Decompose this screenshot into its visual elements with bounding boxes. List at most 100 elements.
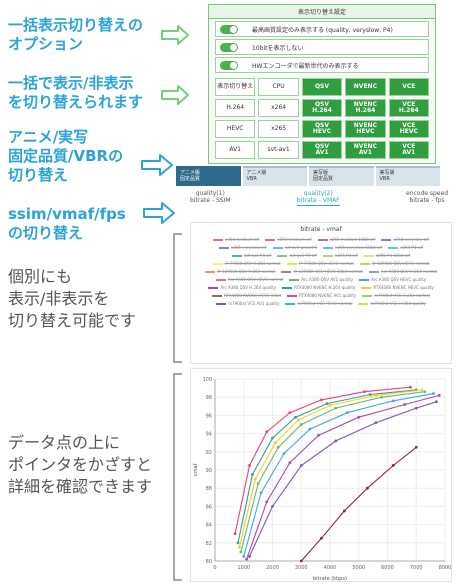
encoder-toggle-3-2[interactable]: QSV AV1 xyxy=(301,141,343,159)
legend-swatch xyxy=(212,262,223,265)
dataset-tabs: アニメ版 固定品質 アニメ版 VBR 実写版 固定品質 実写版 VBR xyxy=(176,166,440,186)
encoder-toggle-1-0[interactable]: H.264 xyxy=(215,99,256,117)
legend-swatch xyxy=(358,302,369,305)
tab-metric-0[interactable]: quality(1) bitrate - SSIM xyxy=(190,190,231,204)
legend-item[interactable]: Arc A380 QSV H.264 quality xyxy=(208,285,276,290)
encoder-toggle-0-4[interactable]: VCE xyxy=(388,78,429,96)
encoder-toggle-3-3[interactable]: NVENC AV1 xyxy=(345,141,386,159)
option-row[interactable]: HWエンコーダで最新世代のみ表示する xyxy=(215,57,429,73)
callout-individual: 個別にも 表示/非表示を 切り替え可能です xyxy=(8,267,137,330)
data-point xyxy=(299,464,303,467)
tab-metric-1[interactable]: quality(2) bitrate - VMAF xyxy=(296,190,340,206)
encoder-toggle-0-0[interactable]: 表示切り替え xyxy=(215,78,256,96)
legend-item[interactable]: x264 veryslow crf xyxy=(381,237,429,242)
encoder-toggle-3-1[interactable]: svt-av1 xyxy=(258,141,299,159)
data-point xyxy=(282,452,286,456)
encoder-toggle-0-1[interactable]: CPU xyxy=(258,78,299,96)
legend-item[interactable]: x265 veryslow 10bit crf xyxy=(323,245,382,250)
encoder-toggle-2-2[interactable]: QSV HEVC xyxy=(301,120,343,138)
data-point xyxy=(334,406,338,410)
tab-dataset-3[interactable]: 実写版 VBR xyxy=(375,166,440,186)
encoder-toggle-0-2[interactable]: QSV xyxy=(301,78,343,96)
tab-dataset-2[interactable]: 実写版 固定品質 xyxy=(309,166,374,186)
encoder-toggle-3-4[interactable]: VCE AV1 xyxy=(388,141,429,159)
legend-item[interactable]: rx7900xt VCE AV1 quality xyxy=(216,301,279,306)
data-point xyxy=(414,445,418,449)
data-point xyxy=(342,509,346,513)
tab-dataset-1[interactable]: アニメ版 VBR xyxy=(242,166,307,186)
metric-tabs: quality(1) bitrate - SSIM quality(2) bitr… xyxy=(190,190,448,206)
legend-item[interactable]: Arc A380 QSV HEVC quality xyxy=(359,277,426,282)
y-tick-label: 88 xyxy=(206,486,212,492)
legend-item[interactable]: RTX4080 NVENC H.264 quality xyxy=(282,285,355,290)
legend-label: Arc A380 QSV AV1 quality xyxy=(301,277,354,282)
toggle-switch-icon[interactable] xyxy=(220,24,238,34)
data-point xyxy=(271,436,274,440)
callout-hover: データ点の上に ポインタをかざすと 詳細を確認できます xyxy=(8,433,153,496)
legend-label: x265 P4 crf xyxy=(335,253,358,258)
option-row[interactable]: 最高画質設定のみ表示する (quality, veryslow, P4) xyxy=(215,21,429,37)
legend-item[interactable]: rx7900xt VCE H.264 normal xyxy=(362,293,430,298)
bracket-icon xyxy=(173,373,182,581)
data-point xyxy=(253,477,257,481)
tab-metric-2[interactable]: encode speed bitrate - fps xyxy=(406,190,448,204)
legend-item[interactable]: x264 medium crf xyxy=(213,237,259,242)
data-point xyxy=(420,388,424,392)
callout-anime-live: アニメ/実写 固定品質/VBRの 切り替え xyxy=(8,128,124,184)
legend-item[interactable]: svt-av1 P4 crf xyxy=(231,253,271,258)
chart-title: bitrate - vmaf xyxy=(300,226,342,233)
option-row[interactable]: 10bitを表示しない xyxy=(215,39,429,55)
legend-item[interactable]: svt-av1 P4 crf xyxy=(277,253,317,258)
legend-item[interactable]: Arc A380 QSV HEVC normal xyxy=(215,277,284,282)
encoder-toggle-3-0[interactable]: AV1 xyxy=(215,141,256,159)
toggle-switch-icon[interactable] xyxy=(220,42,238,52)
legend-item[interactable]: Arc A380 QSV H.264 normal xyxy=(368,269,438,274)
encoder-toggle-1-1[interactable]: x264 xyxy=(258,99,299,117)
legend-item[interactable]: i7-7700K QSV H.264 normal xyxy=(212,261,281,266)
legend-item[interactable]: x265 P4 crf xyxy=(323,253,358,258)
legend-item[interactable]: RTX4080 NVENC HEVC quality xyxy=(361,285,434,290)
option-label: HWエンコーダで最新世代のみ表示する xyxy=(252,62,359,70)
data-point xyxy=(357,415,361,419)
data-point xyxy=(242,555,246,558)
legend-swatch xyxy=(381,238,392,241)
legend-item[interactable]: x265 medium 10bit crf xyxy=(317,237,375,242)
legend-label: Arc A380 QSV H.264 quality xyxy=(220,285,277,290)
legend-item[interactable]: RTX4080 NVENC HEVC 10bit xyxy=(212,293,281,298)
callout-bulk-toggle: 一括で表示/非表示 を切り替えられます xyxy=(8,74,144,111)
legend-item[interactable]: x264 medium crf xyxy=(265,237,312,242)
legend-item[interactable]: i9-12900K QSV HEVC normal xyxy=(359,261,430,266)
arrow-right-icon xyxy=(161,25,189,45)
legend-item[interactable]: RTX4080 NVENC AV1 quality xyxy=(287,293,356,298)
legend-item[interactable]: i9-12900K QSV H.264 normal xyxy=(204,269,275,274)
legend-swatch xyxy=(213,238,224,241)
data-point xyxy=(288,461,292,465)
legend-item[interactable]: Arc A380 QSV AV1 quality xyxy=(289,277,353,282)
encoder-toggle-2-3[interactable]: NVENC HEVC xyxy=(345,120,386,138)
data-point xyxy=(334,439,338,443)
encoder-toggle-1-2[interactable]: QSV H.264 xyxy=(301,99,343,117)
legend-label: Arc A380 QSV HEVC normal xyxy=(227,277,284,282)
encoder-toggle-1-4[interactable]: VCE H.264 xyxy=(388,99,429,117)
legend-swatch xyxy=(323,246,334,249)
legend-swatch xyxy=(281,270,292,273)
legend-item[interactable]: i9-12900K QSV HEVC 10bit normal xyxy=(281,269,363,274)
legend-item[interactable]: x265 veryslow crf xyxy=(218,245,267,250)
legend-item[interactable]: i7-7700K QSV HEVC normal xyxy=(286,261,354,266)
encoder-toggle-2-1[interactable]: x265 xyxy=(258,120,299,138)
legend-item[interactable]: svt-av1 preset 6 xyxy=(272,245,317,250)
legend-label: RTX4080 NVENC H.264 quality xyxy=(294,285,356,290)
encoder-toggle-2-4[interactable]: VCE HEVC xyxy=(388,120,429,138)
encoder-toggle-1-3[interactable]: NVENC H.264 xyxy=(345,99,386,117)
encoder-toggle-0-3[interactable]: NVENC xyxy=(345,78,386,96)
legend-item[interactable]: rx7900xt VCE H.264 quality xyxy=(358,301,426,306)
data-point xyxy=(409,385,412,389)
encoder-toggle-2-0[interactable]: HEVC xyxy=(215,120,256,138)
toggle-switch-icon[interactable] xyxy=(220,60,238,70)
tab-dataset-0[interactable]: アニメ版 固定品質 xyxy=(176,166,241,186)
legend-item[interactable]: x265 P4 10bit crf xyxy=(363,253,410,258)
legend-swatch xyxy=(231,254,242,257)
legend-item[interactable]: x264 P4 crf xyxy=(388,245,423,250)
legend-label: Arc A380 QSV H.264 normal xyxy=(380,269,438,274)
legend-item[interactable]: rx7900xt VCE HEVC normal xyxy=(285,301,352,306)
